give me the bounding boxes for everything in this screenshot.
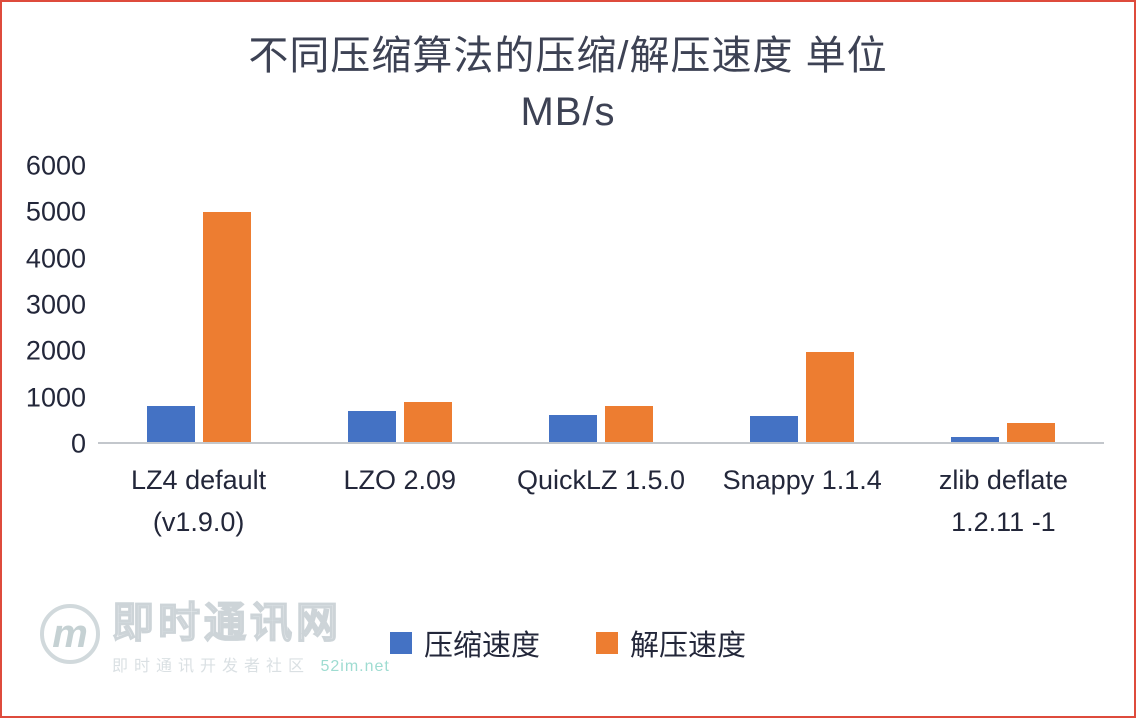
legend-item-1: 解压速度 [596,622,746,664]
bar-group-1 [347,402,452,442]
y-tick-label-5000: 5000 [25,196,86,227]
watermark-subtext: 即时通讯开发者社区 52im.net [112,652,390,676]
x-category-label-1: LZO 2.09 [343,465,457,495]
bar-series0-cat3 [750,415,799,442]
watermark-text: 即时通讯网 即时通讯开发者社区 52im.net [111,599,390,676]
y-tick-label-2000: 2000 [25,335,86,366]
y-tick-label-6000: 6000 [25,150,86,181]
legend-label: 压缩速度 [423,630,540,662]
legend-label: 解压速度 [630,630,747,662]
chart-title-line2: MB/s [520,90,616,134]
x-category-label-0: LZ4 default (v1.9.0) [131,465,267,537]
chart-legend: 压缩速度 解压速度 [2,622,1134,664]
legend-swatch-icon [389,632,412,654]
x-category-label-4: zlib deflate 1.2.11 -1 [938,465,1068,537]
chart-area: 0 1000 2000 3000 4000 5000 6000 [2,151,1134,459]
bar-series0-cat1 [347,410,396,442]
watermark: m 即时通讯网 即时通讯开发者社区 52im.net [40,599,390,676]
chart-footer: m 即时通讯网 即时通讯开发者社区 52im.net 压缩速度 解压速度 [2,598,1134,694]
bar-series1-cat4 [1007,423,1056,442]
bar-series0-cat0 [146,405,195,442]
y-tick-label-3000: 3000 [25,289,86,320]
legend-swatch-icon [596,632,618,654]
bar-group-3 [750,351,855,442]
watermark-domain: 52im.net [320,658,390,676]
chart-title-line1: 不同压缩算法的压缩/解压速度 单位 [248,34,888,78]
bar-group-2 [548,405,653,442]
watermark-brand: 即时通讯网 [111,599,343,647]
bar-series1-cat3 [806,351,855,442]
y-tick-label-0: 0 [70,428,86,459]
bar-series0-cat2 [548,415,597,442]
bar-group-4 [951,423,1056,442]
x-axis-labels: LZ4 default (v1.9.0) LZO 2.09 QuickLZ 1.5.0… [98,460,1104,544]
x-category-label-3: Snappy 1.1.4 [722,465,882,495]
bar-series1-cat2 [604,405,653,442]
plot-area [98,166,1104,444]
y-axis: 0 1000 2000 3000 4000 5000 6000 [12,151,98,459]
x-category-label-2: QuickLZ 1.5.0 [516,465,686,495]
watermark-logo-icon: m [40,604,100,664]
watermark-slogan: 即时通讯开发者社区 [112,658,311,676]
y-tick-label-1000: 1000 [25,382,86,413]
bar-series1-cat0 [202,211,251,442]
bar-group-0 [146,211,251,442]
bar-series1-cat1 [403,402,452,442]
legend-item-0: 压缩速度 [389,622,540,664]
chart-title: 不同压缩算法的压缩/解压速度 单位 MB/s [2,28,1134,140]
bar-series0-cat4 [951,437,1000,442]
y-tick-label-4000: 4000 [25,243,86,274]
